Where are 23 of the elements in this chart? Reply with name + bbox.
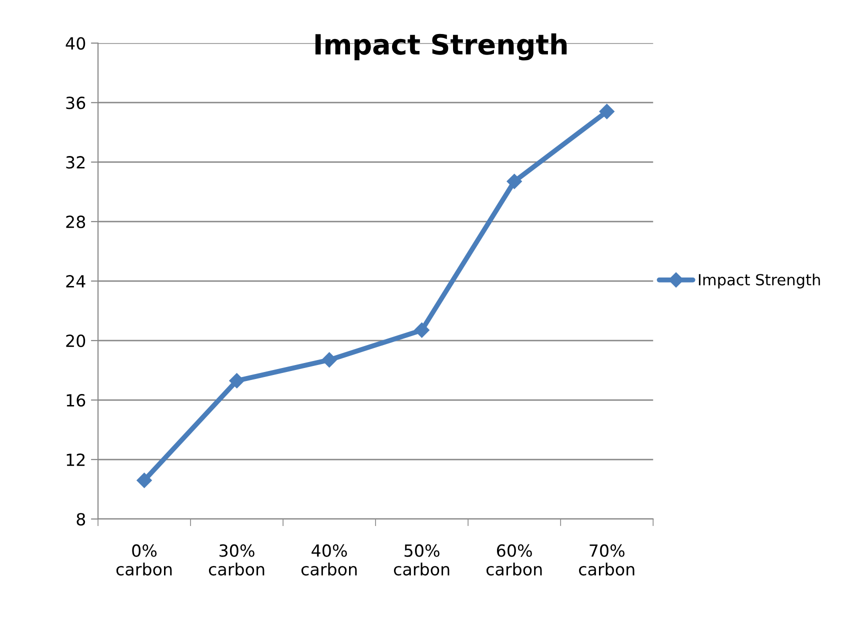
point <box>506 174 522 189</box>
y-tick-label: 32 <box>66 156 85 169</box>
x-tick-label: 40% carbon <box>301 544 357 576</box>
x-tick-label: 0% carbon <box>116 544 172 576</box>
y-tick-label: 40 <box>66 37 86 50</box>
chart-title: Impact Strength <box>315 33 567 60</box>
point <box>229 373 244 388</box>
y-tick-label: 8 <box>76 512 86 526</box>
y-tick-label: 36 <box>66 96 86 110</box>
y-tick-label: 24 <box>66 275 86 288</box>
point <box>414 322 430 338</box>
y-tick-label: 16 <box>66 394 86 407</box>
point <box>136 472 152 488</box>
point <box>599 104 614 120</box>
y-tick-label: 28 <box>66 216 86 228</box>
x-tick-label: 30% carbon <box>208 544 264 576</box>
y-tick-label: 12 <box>66 453 85 466</box>
x-tick-label: 70% carbon <box>579 544 634 576</box>
legend-label: Impact Strength <box>698 274 820 288</box>
point <box>322 352 337 368</box>
y-tick-label: 20 <box>66 334 86 348</box>
x-tick-label: 50% carbon <box>394 544 450 576</box>
x-tick-label: 60% carbon <box>486 544 542 576</box>
